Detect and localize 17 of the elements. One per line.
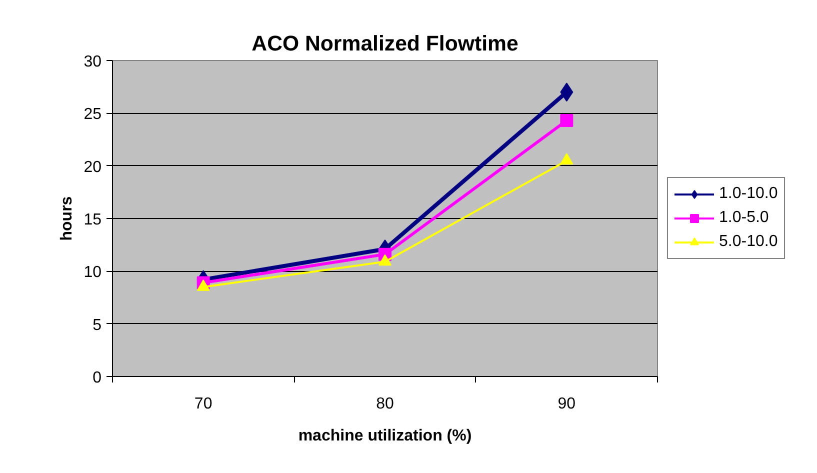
y-tick-label: 0 [92,370,102,386]
x-tick-label: 90 [558,396,576,412]
y-tick-label: 15 [84,212,102,228]
y-tick-label: 20 [84,158,102,176]
y-tick-label: 25 [84,106,102,124]
point [560,114,574,128]
x-tick-label: 80 [376,396,394,412]
y-tick-label: 5 [92,316,102,334]
y-axis-title: hours [58,196,76,241]
legend-label: 1.0-10.0 [719,185,778,203]
x-axis-title: machine utilization (%) [298,428,472,444]
chart-title: ACO Normalized Flowtime [252,32,518,56]
y-tick-label: 30 [84,54,102,70]
legend-label: 1.0-5.0 [719,209,769,227]
legend-label: 5.0-10.0 [719,233,778,251]
x-tick-label: 70 [194,396,212,412]
y-tick-label: 10 [84,264,102,282]
